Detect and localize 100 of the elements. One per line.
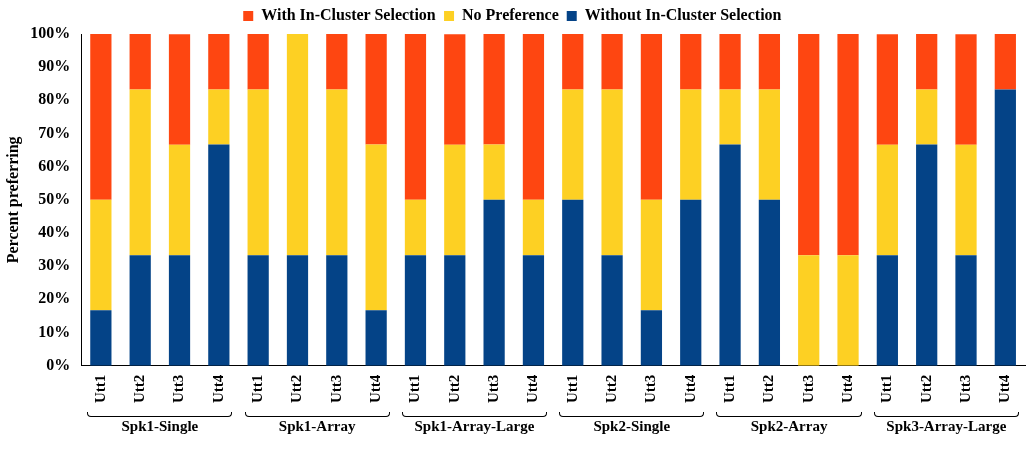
x-tick-label: Utt2 bbox=[760, 374, 777, 404]
bar bbox=[168, 144, 191, 256]
y-axis-title: Percent preferring bbox=[3, 136, 22, 264]
bar bbox=[483, 144, 505, 200]
y-tick-label: 60% bbox=[38, 156, 71, 174]
legend-label: Without In-Cluster Selection bbox=[584, 6, 782, 24]
bar bbox=[955, 34, 977, 145]
bar bbox=[680, 34, 702, 90]
bar bbox=[955, 255, 977, 366]
y-tick-label: 0% bbox=[46, 355, 71, 373]
x-tick-label: Utt4 bbox=[681, 374, 698, 404]
x-tick-label: Utt4 bbox=[996, 374, 1013, 404]
bar bbox=[837, 255, 859, 366]
x-tick-label: Utt2 bbox=[602, 374, 619, 404]
bar bbox=[719, 89, 741, 145]
bar bbox=[798, 34, 820, 256]
bar bbox=[837, 34, 859, 256]
bar bbox=[562, 34, 584, 90]
bar bbox=[129, 34, 151, 90]
bar bbox=[129, 89, 151, 256]
y-tick-label: 70% bbox=[38, 123, 71, 141]
bar bbox=[994, 89, 1016, 366]
bar bbox=[758, 34, 781, 90]
bar bbox=[483, 34, 505, 145]
bar bbox=[129, 255, 151, 366]
x-tick-label: Utt3 bbox=[484, 374, 501, 404]
bar bbox=[444, 144, 466, 256]
bar bbox=[326, 255, 348, 366]
bar bbox=[444, 34, 466, 145]
legend-label: With In-Cluster Selection bbox=[261, 6, 436, 24]
bar bbox=[955, 144, 977, 256]
x-tick-label: Utt2 bbox=[445, 374, 462, 404]
bar bbox=[404, 255, 427, 366]
legend-label: No Preference bbox=[462, 6, 559, 24]
bar bbox=[601, 89, 623, 256]
bar bbox=[483, 199, 505, 366]
bar bbox=[758, 199, 781, 366]
bar bbox=[522, 199, 545, 256]
bar bbox=[798, 255, 820, 366]
y-tick-label: 80% bbox=[38, 90, 71, 108]
bar bbox=[916, 89, 938, 145]
bar bbox=[680, 89, 702, 200]
text: Spk1-Array-Large bbox=[414, 418, 535, 435]
x-tick-label: Utt4 bbox=[367, 374, 384, 404]
bar bbox=[994, 34, 1016, 90]
bar bbox=[876, 144, 898, 256]
bar bbox=[247, 89, 269, 256]
y-tick-label: 30% bbox=[38, 256, 71, 274]
x-tick-label: Utt4 bbox=[524, 374, 541, 404]
bar bbox=[562, 89, 584, 200]
bar bbox=[640, 199, 663, 311]
y-tick-label: 40% bbox=[38, 223, 71, 241]
y-tick-label: 50% bbox=[38, 189, 71, 207]
bar bbox=[365, 144, 387, 311]
x-tick-label: Utt1 bbox=[563, 374, 580, 404]
bar bbox=[916, 34, 938, 90]
bar bbox=[286, 255, 309, 366]
bar bbox=[247, 255, 269, 366]
bar bbox=[326, 89, 348, 256]
bar bbox=[168, 255, 191, 366]
y-tick-label: 20% bbox=[38, 289, 71, 307]
bar bbox=[680, 199, 702, 366]
bar bbox=[640, 310, 663, 366]
bar bbox=[404, 34, 427, 200]
x-tick-label: Utt2 bbox=[288, 374, 305, 404]
bar bbox=[916, 144, 938, 366]
x-tick-label: Utt1 bbox=[406, 374, 423, 404]
bar bbox=[719, 144, 741, 366]
bar bbox=[444, 255, 466, 366]
bar bbox=[522, 34, 545, 200]
bar bbox=[640, 34, 663, 200]
bar bbox=[404, 199, 427, 256]
bar bbox=[168, 34, 191, 145]
bar bbox=[876, 34, 898, 145]
bar bbox=[90, 199, 112, 311]
text: Spk2-Array bbox=[750, 418, 828, 435]
x-tick-label: Utt2 bbox=[917, 374, 934, 404]
x-tick-label: Utt4 bbox=[209, 374, 226, 404]
text: Spk3-Array-Large bbox=[886, 418, 1007, 435]
bar bbox=[562, 199, 584, 366]
x-tick-label: Utt3 bbox=[956, 374, 973, 404]
text: Spk1-Single bbox=[121, 418, 199, 435]
bar bbox=[365, 34, 387, 145]
x-tick-label: Utt2 bbox=[131, 374, 148, 404]
y-tick-label: 90% bbox=[38, 57, 71, 75]
bar bbox=[208, 89, 230, 145]
bar bbox=[286, 34, 309, 256]
text: Spk2-Single bbox=[593, 418, 671, 435]
x-tick-label: Utt1 bbox=[878, 374, 895, 404]
text: Spk1-Array bbox=[278, 418, 356, 435]
x-tick-label: Utt4 bbox=[838, 374, 855, 404]
y-tick-label: 10% bbox=[38, 322, 71, 340]
x-tick-label: Utt3 bbox=[642, 374, 659, 404]
x-tick-label: Utt1 bbox=[91, 374, 108, 404]
bar bbox=[758, 89, 781, 200]
x-tick-label: Utt3 bbox=[799, 374, 816, 404]
bar bbox=[90, 34, 112, 200]
bar bbox=[208, 144, 230, 366]
bar bbox=[365, 310, 387, 366]
bar bbox=[601, 34, 623, 90]
